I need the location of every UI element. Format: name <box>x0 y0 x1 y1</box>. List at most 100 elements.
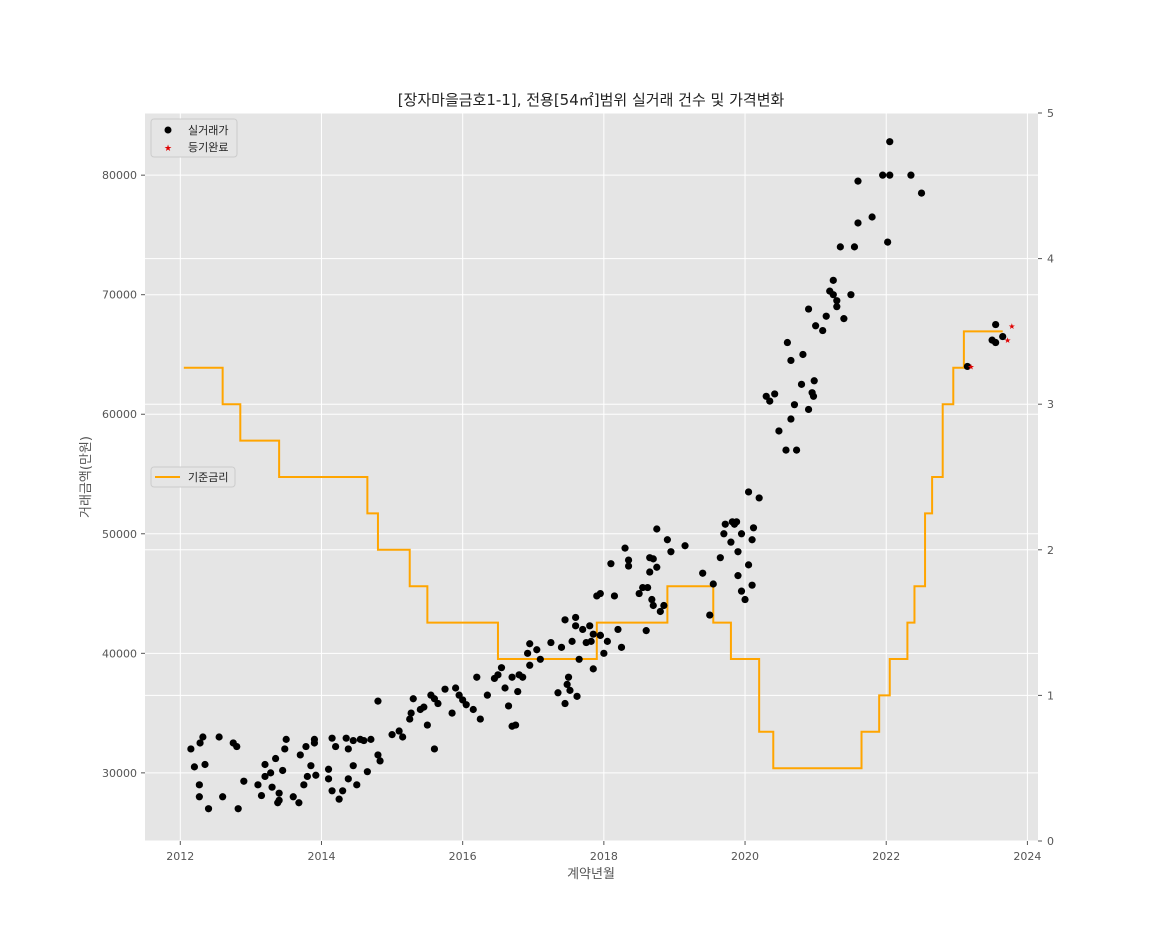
trade-point <box>349 736 357 745</box>
trade-point <box>732 518 741 526</box>
trade-point <box>508 673 516 681</box>
trade-point <box>267 769 275 777</box>
legend-registered-marker: ★ <box>164 144 172 154</box>
registered-series: ★ ★ ★ <box>967 322 1015 372</box>
trade-point <box>709 580 717 588</box>
trade-point <box>289 793 297 801</box>
trade-point <box>748 581 756 589</box>
trade-point <box>536 655 544 663</box>
trade-point <box>775 427 783 435</box>
trade-point <box>215 733 223 741</box>
y2-tick-label: 0 <box>1047 835 1054 848</box>
registered-point: ★ <box>967 362 974 371</box>
trade-point <box>240 777 248 785</box>
trade-point <box>335 795 343 803</box>
chart-title: [장자마을금호1-1], 전용[54㎡]범위 실거래 건수 및 가격변화 <box>398 91 785 109</box>
trade-point <box>275 789 283 797</box>
rate-line <box>183 330 1003 770</box>
legend-top-frame <box>150 118 238 158</box>
trade-point <box>257 791 266 800</box>
trade-point <box>850 243 859 251</box>
trade-point <box>512 721 520 729</box>
trade-point <box>328 734 336 742</box>
trade-point <box>699 569 707 577</box>
trade-point <box>741 595 749 604</box>
trade-point <box>271 754 280 763</box>
trade-point <box>812 322 820 330</box>
trade-point <box>199 733 207 741</box>
y-tick-label: 40000 <box>102 647 137 660</box>
trade-point <box>233 742 241 751</box>
grid <box>145 112 1038 842</box>
trade-point <box>268 783 276 791</box>
trade-point <box>494 671 502 679</box>
trade-point <box>279 766 287 775</box>
trade-point <box>600 649 608 657</box>
trade-point <box>261 760 269 769</box>
trade-point <box>617 643 626 651</box>
trade-point <box>312 771 320 779</box>
trade-point <box>254 781 262 789</box>
x-tick-label: 2016 <box>449 850 477 863</box>
trade-point <box>300 781 308 789</box>
trade-point <box>829 276 837 284</box>
trade-point <box>575 655 583 663</box>
trade-point <box>727 538 735 546</box>
legend-top: 실거래가 ★ 등기완료 <box>150 118 238 158</box>
trade-point <box>721 520 729 528</box>
y2-tick-label: 1 <box>1047 689 1054 702</box>
trade-point <box>420 703 428 711</box>
x-tick-label: 2012 <box>166 850 194 863</box>
y-tick-label: 60000 <box>102 408 137 421</box>
trade-point <box>395 727 403 735</box>
trade-point <box>879 171 887 179</box>
trade-point <box>295 799 303 807</box>
trade-point <box>374 697 382 705</box>
trade-point <box>810 377 818 385</box>
trade-point <box>519 673 527 681</box>
trade-point <box>854 219 862 227</box>
trade-point <box>797 380 806 388</box>
trade-point <box>649 555 657 563</box>
trade-point <box>624 556 633 564</box>
trade-point <box>706 611 714 619</box>
trade-point <box>734 548 742 556</box>
trade-point <box>587 637 595 645</box>
trade-point <box>744 561 753 569</box>
trade-point <box>187 745 195 753</box>
trade-point <box>339 787 347 795</box>
y-axis: 30000 40000 50000 60000 70000 80000 <box>102 169 145 780</box>
trade-point <box>473 673 481 681</box>
trade-point <box>596 631 604 639</box>
trade-point <box>999 332 1007 341</box>
trade-point <box>963 362 972 371</box>
trade-point <box>992 320 1000 329</box>
trade-point <box>430 745 439 753</box>
x-axis-label: 계약년월 <box>567 867 615 882</box>
trade-point <box>261 772 269 781</box>
trade-point <box>399 733 407 741</box>
trade-point <box>610 592 619 600</box>
trade-point <box>557 643 566 651</box>
trade-point <box>737 587 746 595</box>
legend-rate-frame <box>150 466 236 488</box>
trade-point <box>307 762 315 770</box>
trade-point <box>819 326 827 335</box>
trade-point <box>809 392 818 400</box>
trade-point <box>884 238 892 246</box>
trade-point <box>566 686 574 694</box>
trade-point <box>792 446 801 454</box>
trade-point <box>497 664 506 672</box>
trade-point <box>302 742 310 751</box>
trade-point <box>434 699 442 708</box>
trade-point <box>749 524 758 532</box>
trade-point <box>716 554 724 562</box>
y2-tick-label: 5 <box>1047 107 1054 120</box>
x-tick-label: 2018 <box>590 850 618 863</box>
trade-point <box>524 649 532 657</box>
trade-point <box>483 691 491 699</box>
trade-point <box>833 297 841 305</box>
trade-point <box>787 415 795 423</box>
trade-point <box>660 601 668 610</box>
